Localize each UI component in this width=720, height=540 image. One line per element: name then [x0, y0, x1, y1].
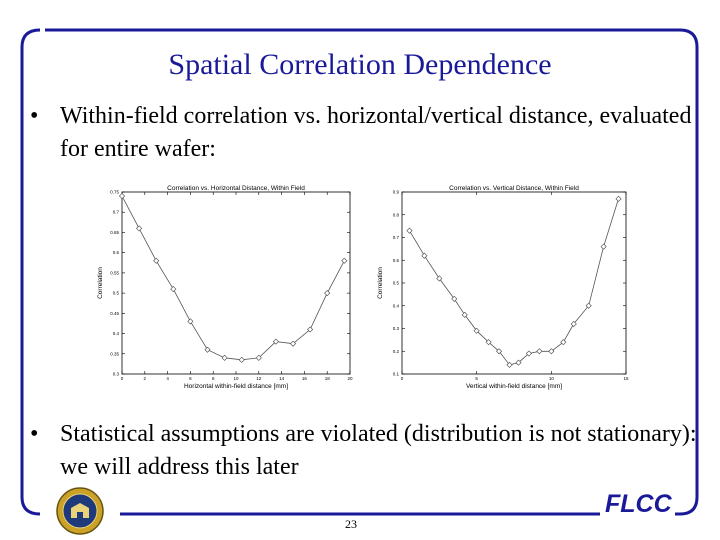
vertical-chart-data-point: [451, 295, 458, 302]
horizontal-chart-x-tick-label: 0: [121, 376, 124, 381]
vertical-chart-data-point: [600, 243, 607, 250]
vertical-chart-x-tick-label: 0: [401, 376, 404, 381]
horizontal-chart-plot-area: [121, 191, 351, 375]
vertical-chart-y-tick-label: 0.7: [393, 235, 400, 240]
vertical-chart-data-point: [585, 302, 592, 309]
vertical-chart-x-tick-label: 5: [475, 376, 478, 381]
vertical-chart-data-point: [421, 252, 428, 259]
horizontal-chart-data-point: [170, 286, 177, 293]
horizontal-chart-y-tick-label: 0.75: [110, 190, 119, 195]
horizontal-chart-data-point: [307, 326, 314, 333]
horizontal-chart-x-tick-label: 16: [302, 376, 308, 381]
horizontal-chart-data-point: [118, 193, 126, 200]
slide-title: Spatial Correlation Dependence: [168, 48, 552, 81]
horizontal-chart-x-tick-label: 10: [233, 376, 239, 381]
horizontal-chart-data-point: [153, 257, 160, 264]
horizontal-chart-x-tick-label: 6: [189, 376, 192, 381]
vertical-chart-data-point: [506, 361, 513, 368]
horizontal-chart-data-point: [289, 340, 297, 347]
university-seal-logo: [56, 487, 104, 535]
horizontal-chart-data-point: [341, 257, 348, 264]
vertical-chart-data-point: [525, 350, 532, 357]
bullet-text: Within-field correlation vs. horizontal/…: [60, 103, 692, 162]
vertical-chart-x-tick-label: 15: [623, 376, 629, 381]
horizontal-chart-data-point: [255, 354, 262, 361]
bullet-dot: •: [30, 103, 39, 129]
vertical-chart-y-tick-label: 0.2: [393, 349, 400, 354]
horizontal-chart-data-point: [221, 354, 228, 361]
vertical-chart-data-point: [548, 348, 555, 355]
vertical-chart-y-tick-label: 0.3: [393, 326, 400, 331]
vertical-chart-data-point: [560, 339, 567, 346]
vertical-chart-data-point: [570, 320, 577, 327]
horizontal-chart-y-tick-label: 0.7: [113, 210, 120, 215]
horizontal-chart-x-tick-label: 14: [279, 376, 285, 381]
bullet-text: Statistical assumptions are violated (di…: [60, 421, 697, 480]
vertical-chart-title: Correlation vs. Vertical Distance, Withi…: [449, 185, 579, 192]
vertical-chart-x-tick-label: 10: [549, 376, 555, 381]
vertical-chart-data-point: [615, 195, 622, 202]
vertical-chart-data-point: [515, 359, 522, 366]
horizontal-distance-chart: Correlation vs. Horizontal Distance, Wit…: [97, 185, 353, 390]
vertical-chart-y-tick-label: 0.1: [393, 372, 400, 377]
vertical-chart-y-tick-label: 0.5: [393, 281, 400, 286]
horizontal-chart-x-tick-label: 2: [144, 376, 147, 381]
horizontal-chart-y-tick-label: 0.6: [113, 250, 120, 255]
vertical-chart-data-point: [461, 311, 468, 318]
vertical-chart-data-point: [485, 339, 492, 346]
vertical-chart-y-tick-label: 0.4: [393, 303, 400, 308]
vertical-chart-y-label: Correlation: [377, 267, 384, 299]
horizontal-chart-y-tick-label: 0.35: [110, 351, 119, 356]
vertical-chart-series-line: [409, 198, 619, 366]
horizontal-chart-y-tick-label: 0.4: [113, 331, 120, 336]
vertical-distance-chart: Correlation vs. Vertical Distance, Withi…: [377, 185, 629, 390]
horizontal-chart-data-point: [187, 318, 194, 325]
horizontal-chart-data-point: [324, 290, 331, 297]
bullet-dot: •: [30, 421, 39, 447]
horizontal-chart-x-tick-label: 18: [325, 376, 331, 381]
horizontal-chart-y-tick-label: 0.45: [110, 311, 119, 316]
horizontal-chart-x-label: Horizontal within-field distance [mm]: [184, 383, 288, 390]
horizontal-chart-data-point: [204, 346, 211, 353]
vertical-chart-plot-area: [401, 191, 627, 375]
vertical-chart-data-point: [536, 348, 543, 355]
horizontal-chart-y-tick-label: 0.5: [113, 291, 120, 296]
page-number: 23: [345, 517, 357, 531]
vertical-chart-y-tick-label: 0.9: [393, 190, 400, 195]
horizontal-chart-title: Correlation vs. Horizontal Distance, Wit…: [167, 185, 305, 192]
horizontal-chart-series-line: [121, 195, 345, 361]
vertical-chart-x-label: Vertical within-field distance [mm]: [466, 383, 562, 390]
horizontal-chart-data-point: [136, 225, 143, 232]
flcc-logo: FLCC: [602, 490, 675, 519]
vertical-chart-data-point: [473, 327, 480, 334]
horizontal-chart-x-tick-label: 8: [212, 376, 215, 381]
horizontal-chart-x-tick-label: 20: [347, 376, 353, 381]
horizontal-chart-data-point: [272, 338, 279, 345]
vertical-chart-y-tick-label: 0.6: [393, 258, 400, 263]
vertical-chart-data-point: [436, 275, 443, 282]
horizontal-chart-y-tick-label: 0.3: [113, 372, 120, 377]
horizontal-chart-x-tick-label: 12: [256, 376, 262, 381]
horizontal-chart-y-label: Correlation: [97, 267, 104, 299]
horizontal-chart-x-tick-label: 4: [166, 376, 169, 381]
horizontal-chart-y-tick-label: 0.65: [110, 230, 119, 235]
vertical-chart-data-point: [496, 348, 503, 355]
vertical-chart-data-point: [406, 227, 413, 234]
horizontal-chart-y-tick-label: 0.55: [110, 270, 119, 275]
vertical-chart-y-tick-label: 0.8: [393, 212, 400, 217]
horizontal-chart-data-point: [238, 356, 245, 363]
